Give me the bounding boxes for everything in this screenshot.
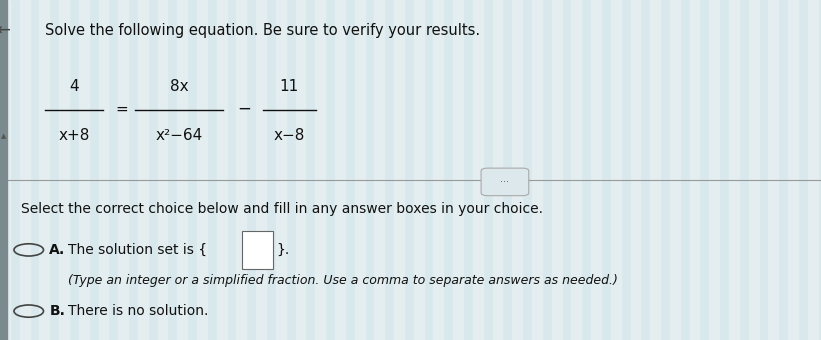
Bar xyxy=(473,0,483,340)
Text: =: = xyxy=(115,101,128,116)
Bar xyxy=(729,0,739,340)
Bar xyxy=(493,0,502,340)
Bar xyxy=(236,0,246,340)
Bar xyxy=(591,0,601,340)
Bar xyxy=(768,0,778,340)
Bar xyxy=(0,0,10,340)
Bar xyxy=(808,0,818,340)
Bar xyxy=(355,0,365,340)
Bar xyxy=(749,0,759,340)
Bar xyxy=(650,0,660,340)
Bar xyxy=(414,0,424,340)
Bar xyxy=(39,0,49,340)
Text: ←: ← xyxy=(0,22,10,39)
Text: (Type an integer or a simplified fraction. Use a comma to separate answers as ne: (Type an integer or a simplified fractio… xyxy=(68,274,618,287)
Bar xyxy=(296,0,305,340)
Text: The solution set is {: The solution set is { xyxy=(68,243,207,257)
Bar xyxy=(453,0,463,340)
Text: x+8: x+8 xyxy=(58,129,89,143)
Bar xyxy=(394,0,404,340)
Bar xyxy=(670,0,680,340)
Bar xyxy=(611,0,621,340)
Text: 11: 11 xyxy=(279,79,299,94)
Bar xyxy=(99,0,108,340)
Bar xyxy=(631,0,640,340)
Bar xyxy=(0,0,7,340)
Bar xyxy=(217,0,227,340)
Text: −: − xyxy=(238,100,251,118)
Bar xyxy=(256,0,266,340)
Bar xyxy=(138,0,148,340)
Bar xyxy=(118,0,128,340)
Bar xyxy=(374,0,384,340)
Bar xyxy=(197,0,207,340)
Bar xyxy=(512,0,522,340)
Bar xyxy=(788,0,798,340)
Bar xyxy=(532,0,542,340)
Bar xyxy=(276,0,286,340)
Text: 8x: 8x xyxy=(170,79,188,94)
Text: 4: 4 xyxy=(69,79,79,94)
Text: ···: ··· xyxy=(501,177,509,187)
Bar xyxy=(335,0,345,340)
Text: }.: }. xyxy=(277,243,290,257)
Text: Select the correct choice below and fill in any answer boxes in your choice.: Select the correct choice below and fill… xyxy=(21,202,543,216)
Bar xyxy=(79,0,89,340)
Bar xyxy=(552,0,562,340)
Text: x−8: x−8 xyxy=(273,129,305,143)
Text: x²−64: x²−64 xyxy=(155,129,203,143)
Text: ▲: ▲ xyxy=(1,133,6,139)
Bar xyxy=(158,0,167,340)
Bar xyxy=(690,0,699,340)
Bar xyxy=(709,0,719,340)
FancyBboxPatch shape xyxy=(242,231,273,269)
Bar xyxy=(59,0,69,340)
Text: A.: A. xyxy=(49,243,66,257)
Text: Solve the following equation. Be sure to verify your results.: Solve the following equation. Be sure to… xyxy=(45,23,480,38)
Bar xyxy=(315,0,325,340)
FancyBboxPatch shape xyxy=(481,168,529,196)
Bar xyxy=(571,0,581,340)
Bar xyxy=(177,0,187,340)
Text: There is no solution.: There is no solution. xyxy=(68,304,209,318)
Bar xyxy=(20,0,30,340)
Bar xyxy=(433,0,443,340)
Text: B.: B. xyxy=(49,304,65,318)
